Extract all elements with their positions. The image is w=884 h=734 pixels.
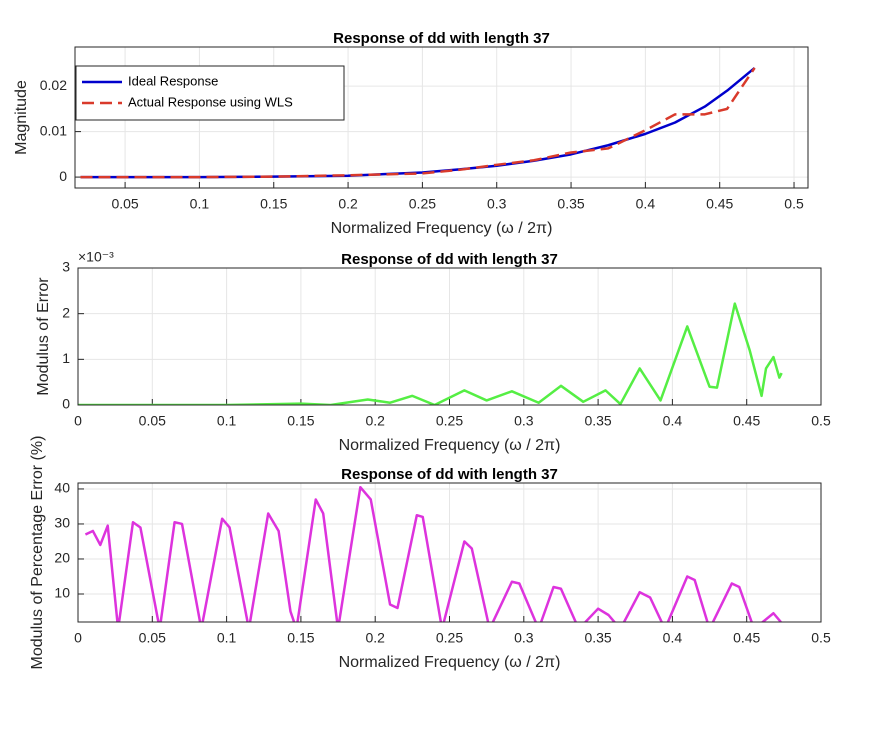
x-axis-label: Normalized Frequency (ω / 2π) xyxy=(339,437,561,454)
x-tick-label: 0.4 xyxy=(663,630,683,646)
chart-title: Response of dd with length 37 xyxy=(333,30,550,47)
y-tick-label: 40 xyxy=(54,480,70,496)
data-line xyxy=(80,67,756,179)
chart-title: Response of dd with length 37 xyxy=(341,466,558,483)
y-tick-label: 20 xyxy=(54,550,70,566)
y-axis-label: Modulus of Error xyxy=(35,277,52,396)
x-tick-label: 0.4 xyxy=(663,413,683,429)
chart-title: Response of dd with length 37 xyxy=(341,251,558,268)
x-tick-label: 0.35 xyxy=(584,413,611,429)
legend-label: Actual Response using WLS xyxy=(128,94,293,109)
x-tick-label: 0.15 xyxy=(287,630,314,646)
x-tick-label: 0.45 xyxy=(706,196,733,212)
x-tick-label: 0.25 xyxy=(409,196,436,212)
x-axis-label: Normalized Frequency (ω / 2π) xyxy=(339,654,561,671)
plot-layer xyxy=(78,302,783,405)
y-multiplier: ×10⁻³ xyxy=(78,249,114,265)
legend-box xyxy=(75,65,345,121)
data-line xyxy=(84,485,782,622)
y-axis-label: Magnitude xyxy=(13,80,30,155)
x-tick-label: 0.45 xyxy=(733,630,760,646)
x-tick-label: 0.05 xyxy=(139,630,166,646)
axes-box xyxy=(74,46,809,189)
x-tick-label: 0.3 xyxy=(514,630,534,646)
x-tick-label: 0.1 xyxy=(217,413,237,429)
x-tick-label: 0.5 xyxy=(811,413,831,429)
x-axis-label: Normalized Frequency (ω / 2π) xyxy=(331,220,553,237)
x-tick-label: 0.3 xyxy=(514,413,534,429)
x-tick-label: 0.35 xyxy=(557,196,584,212)
plot-layer xyxy=(84,485,782,622)
x-tick-label: 0.15 xyxy=(260,196,287,212)
x-tick-label: 0.1 xyxy=(217,630,237,646)
y-tick-label: 0.01 xyxy=(40,122,67,138)
x-tick-label: 0.2 xyxy=(365,413,385,429)
y-tick-label: 3 xyxy=(62,259,70,275)
x-tick-label: 0.5 xyxy=(784,196,804,212)
x-tick-label: 0 xyxy=(74,630,82,646)
x-tick-label: 0.45 xyxy=(733,413,760,429)
x-tick-label: 0.25 xyxy=(436,630,463,646)
y-tick-label: 0.02 xyxy=(40,77,67,93)
x-tick-label: 0.1 xyxy=(190,196,210,212)
x-tick-label: 0.4 xyxy=(636,196,656,212)
axes-box xyxy=(77,482,822,623)
x-tick-label: 0.5 xyxy=(811,630,831,646)
y-tick-label: 2 xyxy=(62,304,70,320)
x-tick-label: 0.2 xyxy=(365,630,385,646)
x-tick-label: 0.15 xyxy=(287,413,314,429)
data-line xyxy=(78,302,783,405)
legend-label: Ideal Response xyxy=(128,73,218,88)
y-tick-label: 0 xyxy=(59,168,67,184)
x-tick-label: 0.05 xyxy=(139,413,166,429)
y-axis-label: Modulus of Percentage Error (%) xyxy=(29,436,46,670)
x-tick-label: 0.35 xyxy=(584,630,611,646)
x-tick-label: 0.05 xyxy=(111,196,138,212)
y-tick-label: 10 xyxy=(54,585,70,601)
x-tick-label: 0.3 xyxy=(487,196,507,212)
plot-layer xyxy=(80,66,756,179)
y-tick-label: 0 xyxy=(62,396,70,412)
y-tick-label: 30 xyxy=(54,515,70,531)
axes-box xyxy=(77,267,822,406)
x-tick-label: 0.25 xyxy=(436,413,463,429)
y-tick-label: 1 xyxy=(62,350,70,366)
x-tick-label: 0 xyxy=(74,413,82,429)
x-tick-label: 0.2 xyxy=(338,196,358,212)
